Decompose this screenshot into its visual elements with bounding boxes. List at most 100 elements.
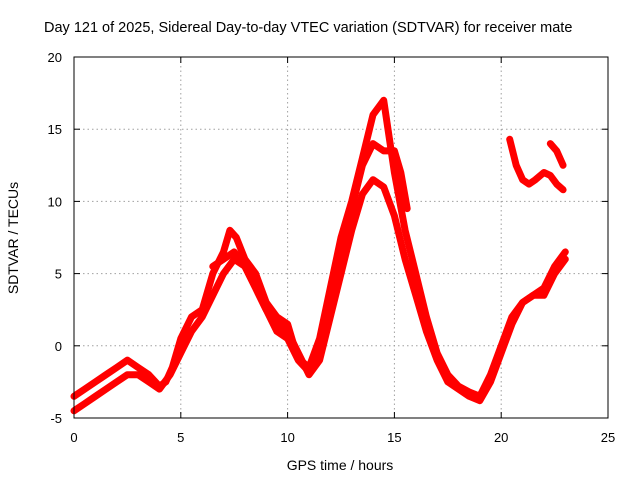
data-point [231,248,238,255]
data-point [498,350,505,357]
data-point [560,186,567,193]
data-point [103,371,110,378]
data-point [562,256,569,263]
data-point [359,191,366,198]
data-point [560,162,567,169]
data-point [348,205,355,212]
y-axis-ticks: -5 0 5 10 15 20 [48,50,608,426]
y-tick-label: -5 [50,411,62,426]
data-point [135,364,142,371]
data-point [397,169,404,176]
data-point [81,386,88,393]
x-axis-ticks: 0 5 10 15 20 25 [70,57,615,445]
data-point [177,335,184,342]
data-point [81,400,88,407]
data-point [412,292,419,299]
data-point [145,378,152,385]
y-tick-label: 5 [55,267,62,282]
data-point [113,378,120,385]
data-point [370,140,377,147]
data-point [284,335,291,342]
data-point [220,256,227,263]
data-point [525,181,532,188]
data-point [233,234,240,241]
series-line [209,140,411,376]
data-point [263,306,270,313]
data-point [103,386,110,393]
data-point [466,393,473,400]
series-line [546,140,567,169]
data-point [540,292,547,299]
data-point [519,176,526,183]
y-tick-label: 0 [55,339,62,354]
data-point [404,205,411,212]
x-tick-label: 20 [494,430,508,445]
data-point [455,386,462,393]
y-tick-label: 10 [48,194,62,209]
data-point [380,147,387,154]
data-point [508,321,515,328]
data-series [70,96,569,415]
data-point [506,136,513,143]
data-point [209,270,216,277]
data-point [241,263,248,270]
x-tick-label: 25 [601,430,615,445]
data-point [547,172,554,179]
data-point [359,162,366,169]
data-point [177,350,184,357]
data-point [316,342,323,349]
data-point [92,393,99,400]
data-point [444,378,451,385]
data-point [252,285,259,292]
data-point [338,248,344,255]
x-tick-label: 15 [387,430,401,445]
data-point [530,292,537,299]
y-axis-label: SDTVAR / TECUs [5,182,21,294]
data-point [209,263,216,270]
data-point [547,140,554,147]
data-point [305,368,312,375]
data-point [252,270,259,277]
data-point [553,181,560,188]
data-point [316,357,323,364]
chart-title: Day 121 of 2025, Sidereal Day-to-day VTE… [44,20,572,36]
data-point [220,270,227,277]
data-point [434,357,441,364]
data-point [167,371,174,378]
x-tick-label: 5 [177,430,184,445]
data-point [380,183,387,190]
data-point [402,227,409,234]
data-point [402,256,409,263]
data-point [135,371,142,378]
data-point [124,371,131,378]
data-point [562,248,569,255]
data-point [284,328,291,335]
data-point [391,147,398,154]
data-point [327,299,334,306]
data-point [188,328,195,335]
x-tick-label: 0 [70,430,77,445]
y-tick-label: 20 [48,50,62,65]
data-point [273,328,280,335]
data-point [124,357,131,364]
data-point [532,176,539,183]
data-point [380,97,387,104]
data-point [513,162,520,169]
data-point [519,299,526,306]
data-point [391,169,398,176]
data-point [284,321,291,328]
data-point [540,169,547,176]
plot-frame [73,56,609,419]
data-point [199,313,206,320]
data-point [370,111,377,118]
data-point [553,147,560,154]
data-point [226,227,233,234]
data-point [370,176,377,183]
data-point [423,328,430,335]
data-point [188,313,195,320]
data-point [295,357,302,364]
data-point [92,378,99,385]
data-point [209,292,216,299]
data-point [145,371,152,378]
